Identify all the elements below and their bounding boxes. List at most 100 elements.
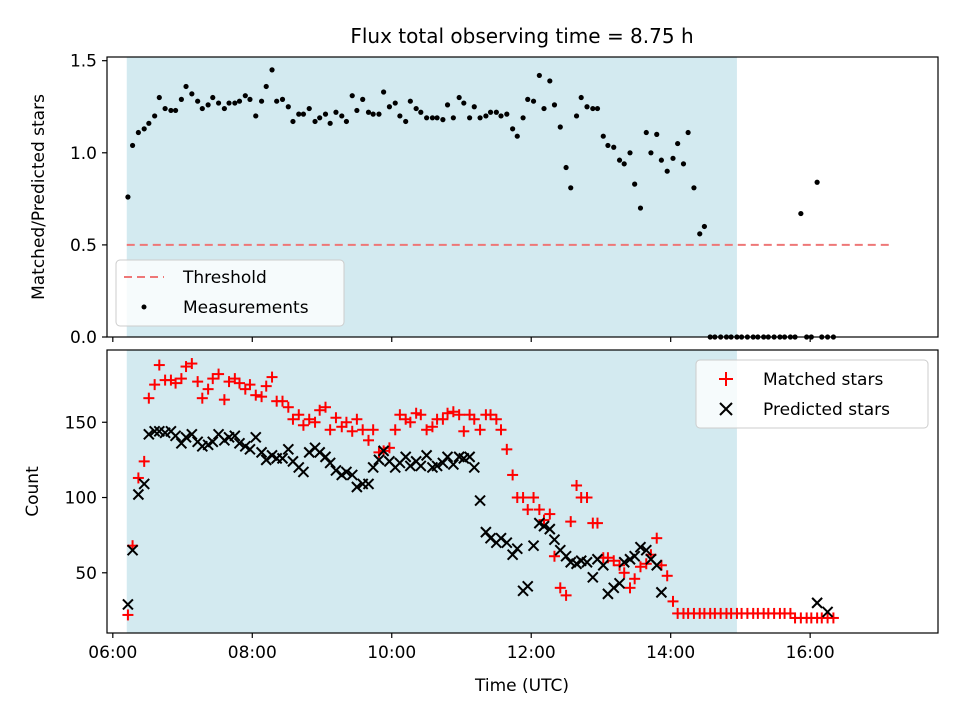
predicted-star-point	[587, 571, 599, 584]
measurement-point	[680, 161, 687, 167]
x-tick-label: 08:00	[228, 643, 277, 663]
predicted-star-point	[474, 494, 486, 507]
measurement-point	[322, 111, 329, 117]
predicted-star-point	[250, 431, 262, 444]
predicted-star-point	[811, 597, 823, 609]
x-axis-label: Time (UTC)	[474, 676, 569, 696]
matched-star-point	[143, 392, 155, 404]
matched-star-point	[223, 376, 235, 388]
predicted-star-point	[244, 443, 256, 456]
matched-star-point	[468, 413, 480, 425]
measurement-point	[156, 94, 162, 101]
bottom-axes-frame	[106, 349, 939, 634]
top-x-axis-ticks	[112, 337, 811, 342]
measurement-point	[242, 93, 248, 99]
measurement-point	[199, 105, 205, 112]
bottom-y-axis-label: Count	[23, 466, 43, 517]
predicted-star-point	[501, 536, 513, 549]
legend-threshold-label: Threshold	[182, 268, 267, 288]
measurement-point	[487, 109, 494, 115]
top-y-axis-label: Matched/Predicted stars	[29, 94, 49, 300]
x-tick-label: 10:00	[367, 643, 416, 663]
top-y-axis-ticks: 0.0 0.5 1.0 1.5	[70, 52, 107, 348]
measurement-point	[162, 105, 168, 112]
matched-star-point	[303, 413, 315, 425]
top-axes-frame	[106, 56, 939, 338]
matched-star-point	[170, 377, 182, 389]
x-tick-label: 12:00	[507, 643, 556, 663]
measurement-point	[541, 105, 547, 112]
measurement-point	[440, 117, 446, 123]
matched-star-point	[618, 567, 630, 579]
measurement-point	[477, 115, 483, 121]
predicted-star-point	[527, 539, 540, 552]
matched-star-point	[314, 404, 326, 416]
predicted-star-point	[544, 523, 556, 535]
measurement-point	[300, 111, 307, 117]
measurement-point	[129, 142, 136, 149]
matched-star-point	[453, 409, 465, 421]
measurement-point	[648, 150, 654, 156]
predicted-star-point	[186, 428, 198, 441]
measurement-point	[675, 140, 681, 147]
measurement-point	[221, 105, 227, 112]
measurement-point	[568, 185, 574, 191]
measurement-point	[510, 126, 516, 132]
predicted-star-point	[468, 461, 480, 474]
predicted-star-point	[538, 520, 550, 532]
predicted-star-point	[367, 461, 379, 474]
top-panel: 0.0 0.5 1.0 1.5 Matched/Predicted stars Thr…	[29, 52, 939, 348]
matched-star-point	[153, 359, 165, 371]
matched-star-point	[138, 455, 150, 467]
bottom-y-tick-label: 100	[65, 489, 97, 509]
matched-star-point	[667, 595, 679, 607]
measurement-point	[551, 102, 558, 108]
predicted-star-point	[377, 445, 390, 457]
top-y-tick-label: 1.5	[70, 52, 97, 72]
measurement-point	[637, 205, 644, 211]
measurement-point	[461, 100, 467, 106]
measurement-point	[654, 131, 660, 137]
predicted-star-point	[346, 469, 358, 481]
measurement-point	[413, 105, 419, 112]
matched-star-point	[533, 504, 545, 516]
measurement-point	[279, 96, 286, 102]
matched-star-point	[495, 424, 507, 436]
measurement-point	[135, 129, 141, 136]
x-tick-label: 14:00	[646, 643, 695, 663]
measurement-point	[125, 194, 131, 200]
matched-star-point	[442, 407, 454, 419]
measurement-point	[247, 96, 253, 102]
matched-star-point	[415, 409, 427, 421]
matched-star-point	[426, 421, 438, 433]
measurement-point	[627, 150, 633, 156]
measurement-point	[632, 181, 638, 187]
measurement-point	[195, 98, 201, 104]
matched-star-point	[175, 373, 187, 385]
predicted-star-point	[180, 431, 192, 444]
measurement-point	[333, 109, 339, 115]
predicted-star-point	[420, 449, 433, 462]
top-legend-box	[115, 259, 345, 327]
measurement-point	[536, 72, 542, 79]
measurement-point	[381, 89, 387, 95]
matched-star-point	[389, 424, 401, 436]
measurement-point	[600, 133, 606, 139]
measurement-point	[339, 113, 345, 119]
bottom-y-tick-label: 50	[75, 564, 97, 584]
legend-matched-label: Matched stars	[763, 370, 883, 390]
matched-star-point	[544, 508, 556, 520]
predicted-star-point	[282, 443, 295, 456]
predicted-star-point	[122, 598, 134, 611]
predicted-star-point	[138, 478, 150, 490]
predicted-star-point	[351, 481, 363, 493]
predicted-star-point	[143, 428, 155, 441]
matched-star-point	[186, 358, 198, 370]
measurement-point	[584, 104, 590, 110]
matched-star-point	[661, 570, 673, 582]
matched-star-point	[363, 434, 375, 446]
bottom-legend-box	[695, 359, 929, 429]
matched-star-point	[437, 413, 449, 425]
top-legend: Threshold Measurements	[115, 259, 345, 327]
